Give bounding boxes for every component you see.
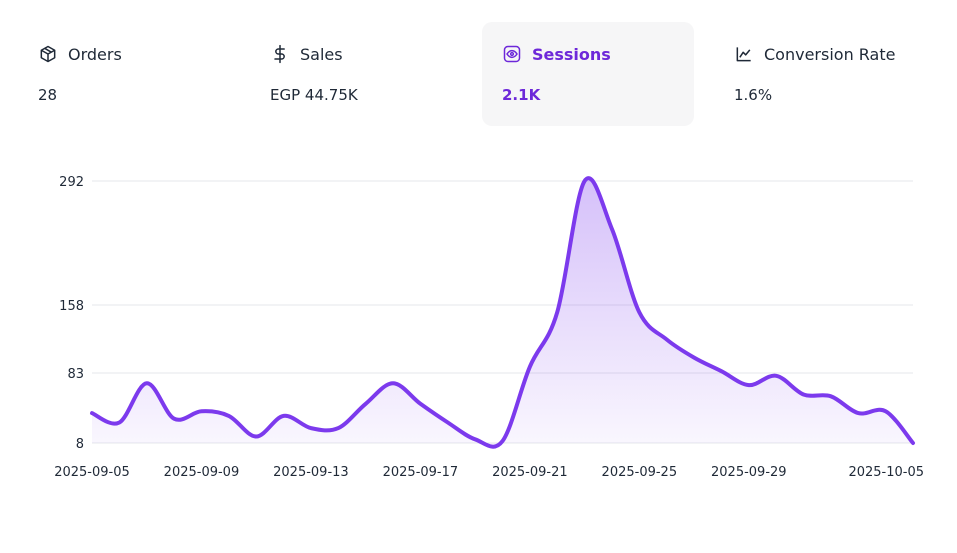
y-tick-label: 292 bbox=[59, 175, 84, 190]
metric-conversion-label: Conversion Rate bbox=[764, 44, 896, 64]
x-tick-label: 2025-10-05 bbox=[848, 465, 924, 480]
eye-icon bbox=[503, 45, 521, 63]
metric-orders[interactable]: Orders 28 bbox=[38, 22, 238, 126]
metric-sessions-label: Sessions bbox=[532, 44, 611, 64]
x-axis: 2025-09-05 2025-09-09 2025-09-13 2025-09-17… bbox=[54, 465, 924, 480]
metric-sales[interactable]: Sales EGP 44.75K bbox=[270, 22, 470, 126]
x-tick-label: 2025-09-21 bbox=[492, 465, 568, 480]
sessions-line bbox=[90, 176, 915, 449]
metric-orders-value: 28 bbox=[38, 86, 58, 104]
x-tick-label: 2025-09-09 bbox=[164, 465, 240, 480]
metric-conversion-value: 1.6% bbox=[734, 86, 773, 104]
sessions-chart: 8 83 158 292 2025-09-05 2025-09-09 2025-09-13… bbox=[54, 175, 924, 480]
metric-sales-label: Sales bbox=[300, 44, 343, 64]
metric-sessions[interactable]: Sessions 2.1K bbox=[482, 22, 694, 126]
metrics-bar: Orders 28 Sales EGP 44.75K Sessions 2.1K… bbox=[0, 0, 957, 140]
metric-orders-header: Orders bbox=[38, 44, 122, 64]
y-tick-label: 158 bbox=[59, 299, 84, 314]
metric-sessions-header: Sessions bbox=[502, 44, 611, 64]
x-tick-label: 2025-09-05 bbox=[54, 465, 130, 480]
y-axis: 8 83 158 292 bbox=[59, 175, 84, 452]
package-icon bbox=[40, 45, 56, 63]
y-tick-label: 83 bbox=[67, 367, 84, 382]
metric-conversion-header: Conversion Rate bbox=[734, 44, 895, 64]
metric-sales-value: EGP 44.75K bbox=[270, 86, 358, 104]
metric-orders-label: Orders bbox=[68, 44, 122, 64]
x-tick-label: 2025-09-17 bbox=[383, 465, 459, 480]
dollar-icon bbox=[274, 44, 285, 64]
sessions-area bbox=[92, 178, 913, 447]
x-tick-label: 2025-09-13 bbox=[273, 465, 349, 480]
chart-icon bbox=[736, 47, 751, 62]
metric-sales-header: Sales bbox=[270, 44, 343, 64]
y-tick-label: 8 bbox=[76, 437, 84, 452]
x-tick-label: 2025-09-29 bbox=[711, 465, 787, 480]
x-tick-label: 2025-09-25 bbox=[602, 465, 678, 480]
metric-conversion-rate[interactable]: Conversion Rate 1.6% bbox=[734, 22, 934, 126]
metric-sessions-value: 2.1K bbox=[502, 86, 541, 104]
